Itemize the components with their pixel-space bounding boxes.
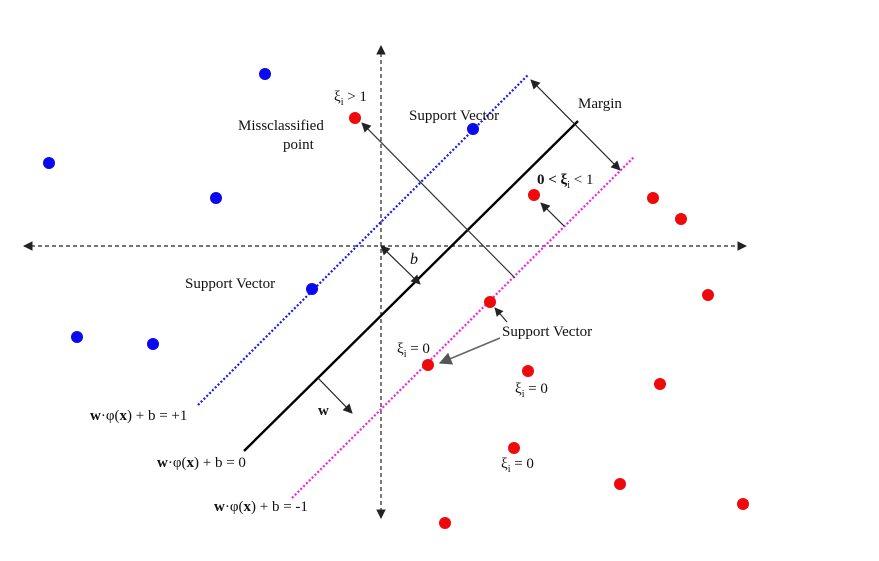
negative-point: [439, 517, 451, 529]
support-vector-label-top: Support Vector: [409, 108, 499, 124]
positive-support-vector-point: [467, 123, 479, 135]
equation-zero: w·φ(x) + b = 0: [157, 455, 246, 471]
normal-w-label: w: [318, 403, 329, 419]
positive-point: [43, 157, 55, 169]
negative-point: [737, 498, 749, 510]
hyperplane-line: [243, 120, 579, 452]
normal-w-arrow: [317, 377, 353, 414]
misclassified-point: [349, 112, 361, 124]
equation-plus-one: w·φ(x) + b = +1: [90, 408, 187, 424]
xi-zero-label-a: ξi = 0: [397, 341, 430, 360]
support-vector-pointer-arrow: [494, 307, 508, 323]
negative-point: [702, 289, 714, 301]
equation-minus-one: w·φ(x) + b = -1: [214, 499, 308, 515]
negative-point: [675, 213, 687, 225]
xi-zero-label-b: ξi = 0: [515, 381, 548, 400]
positive-point: [147, 338, 159, 350]
negative-point: [508, 442, 520, 454]
margin-label: Margin: [578, 96, 622, 112]
negative-support-vector-point: [422, 359, 434, 371]
negative-support-vector-point: [484, 296, 496, 308]
positive-point: [71, 331, 83, 343]
negative-point: [522, 365, 534, 377]
support-vector-label-right: Support Vector: [502, 324, 592, 340]
offset-b-label: b: [410, 251, 418, 268]
offset-b-arrow: [380, 245, 421, 285]
negative-point: [614, 478, 626, 490]
misclassified-label-line1: Missclassified: [238, 118, 324, 134]
slack-arrow-misclassified: [361, 122, 516, 279]
negative-point: [647, 192, 659, 204]
xi-between-label: 0 < ξi < 1: [537, 172, 593, 191]
support-vector-label-left: Support Vector: [185, 276, 275, 292]
positive-support-vector-point: [306, 283, 318, 295]
positive-point: [210, 192, 222, 204]
slack-arrow-within-margin: [540, 202, 565, 227]
xi-zero-label-c: ξi = 0: [501, 456, 534, 475]
margin-minus-line: [291, 156, 635, 499]
xi-greater-than-one-label: ξi > 1: [334, 89, 367, 108]
margin-width-arrow: [530, 79, 621, 171]
positive-point: [259, 68, 271, 80]
negative-point: [654, 378, 666, 390]
negative-point-within-margin: [528, 189, 540, 201]
misclassified-label-line2: point: [283, 137, 315, 153]
xi-zero-pointer-arrow: [438, 337, 501, 365]
